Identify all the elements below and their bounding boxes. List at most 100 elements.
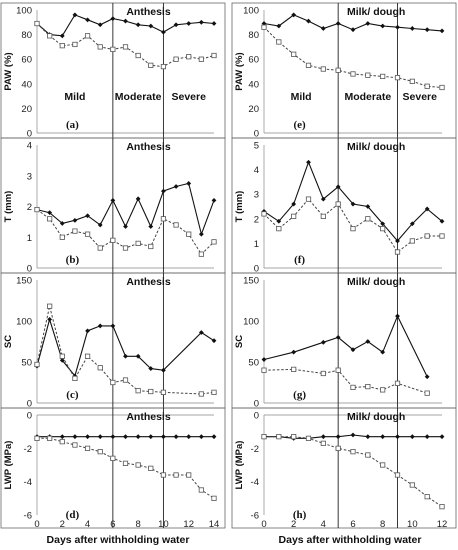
y-tick-label: 0 xyxy=(27,129,32,140)
data-point-square xyxy=(409,482,415,488)
y-tick-label: 2 xyxy=(27,202,32,213)
data-point-square xyxy=(394,380,401,386)
data-point-square xyxy=(320,213,326,219)
data-point-square xyxy=(424,233,430,239)
data-point-diamond xyxy=(85,328,90,334)
data-point-diamond xyxy=(85,434,90,440)
data-point-diamond xyxy=(97,434,103,440)
data-point-square xyxy=(305,435,312,441)
data-point-diamond xyxy=(350,27,356,33)
data-point-diamond xyxy=(380,349,386,355)
data-point-diamond xyxy=(335,335,341,340)
panel-letter: (f) xyxy=(294,254,305,266)
x-tick-label: 6 xyxy=(350,519,355,530)
y-axis-label: LWP (MPa) xyxy=(3,441,14,490)
data-point-square xyxy=(72,228,78,234)
data-point-diamond xyxy=(148,434,154,440)
panel-title: Milk/ dough xyxy=(347,6,405,18)
data-point-square xyxy=(198,251,204,257)
data-point-diamond xyxy=(211,21,217,26)
data-point-square xyxy=(365,383,371,390)
stress-zone-label: Mild xyxy=(64,91,85,103)
y-tick-label: 100 xyxy=(16,317,32,328)
data-point-diamond xyxy=(320,26,326,31)
data-point-diamond xyxy=(365,339,371,344)
data-point-square xyxy=(291,51,297,57)
data-point-square xyxy=(439,504,445,510)
data-point-square xyxy=(335,201,341,207)
data-point-diamond xyxy=(395,24,400,30)
data-point-diamond xyxy=(110,434,116,440)
data-point-diamond xyxy=(173,184,179,189)
data-point-diamond xyxy=(59,434,65,440)
data-point-square xyxy=(84,445,91,451)
y-tick-label: 20 xyxy=(21,104,32,115)
data-point-diamond xyxy=(161,367,166,373)
data-point-diamond xyxy=(380,23,386,29)
y-tick-label: 0 xyxy=(27,399,32,410)
data-point-square xyxy=(135,52,141,59)
data-point-square xyxy=(122,44,129,50)
data-point-square xyxy=(72,442,78,448)
data-point-diamond xyxy=(306,18,311,24)
data-point-square xyxy=(365,216,371,222)
series-line-stress xyxy=(37,437,215,499)
x-tick-label: 4 xyxy=(85,519,90,530)
data-point-square xyxy=(335,445,341,451)
data-point-diamond xyxy=(350,201,356,207)
data-point-square xyxy=(198,56,204,62)
data-point-square xyxy=(34,361,40,368)
panel-frame xyxy=(231,137,457,274)
data-point-diamond xyxy=(123,18,128,24)
data-point-square xyxy=(211,52,217,59)
panel-frame xyxy=(231,407,457,529)
data-point-square xyxy=(291,366,297,372)
data-point-square xyxy=(211,495,217,501)
y-tick-label: 4 xyxy=(27,141,32,152)
data-point-square xyxy=(122,245,129,251)
panel-title: Anthesis xyxy=(126,6,171,18)
y-tick-label: 80 xyxy=(248,30,259,41)
data-point-square xyxy=(276,434,282,440)
panel-frame xyxy=(231,272,457,409)
data-point-diamond xyxy=(291,349,297,355)
data-point-square xyxy=(291,213,297,219)
data-point-diamond xyxy=(276,23,282,29)
data-point-square xyxy=(173,472,179,478)
x-tick-label: 2 xyxy=(60,519,65,530)
data-point-diamond xyxy=(424,374,430,380)
data-point-diamond xyxy=(211,338,217,344)
data-point-square xyxy=(173,56,179,62)
stress-zone-label: Mild xyxy=(291,91,312,103)
data-point-diamond xyxy=(261,21,267,26)
data-point-diamond xyxy=(395,238,400,244)
data-point-square xyxy=(148,62,154,68)
data-point-square xyxy=(47,435,53,441)
y-tick-label: 80 xyxy=(21,30,32,41)
data-point-diamond xyxy=(59,357,65,363)
y-tick-label: 1 xyxy=(254,239,259,250)
data-point-diamond xyxy=(424,27,430,33)
data-point-diamond xyxy=(97,22,103,28)
data-point-diamond xyxy=(186,181,192,186)
y-tick-label: 3 xyxy=(27,171,32,182)
data-point-diamond xyxy=(276,218,282,224)
panel-title: Milk/ dough xyxy=(347,411,405,423)
panel-title: Anthesis xyxy=(126,141,171,153)
y-axis-label: PAW (%) xyxy=(3,52,14,90)
stress-zone-label: Moderate xyxy=(344,91,391,103)
data-point-square xyxy=(380,73,386,80)
data-point-square xyxy=(305,196,312,202)
data-point-square xyxy=(148,388,154,395)
data-point-square xyxy=(261,211,267,217)
data-point-square xyxy=(72,375,78,382)
x-tick-label: 10 xyxy=(407,519,418,530)
data-point-square xyxy=(211,239,217,245)
data-point-diamond xyxy=(135,434,141,440)
data-point-diamond xyxy=(306,159,311,165)
data-point-diamond xyxy=(261,357,267,362)
data-point-diamond xyxy=(335,434,341,440)
y-axis-label: LWP (MPa) xyxy=(234,441,245,490)
data-point-square xyxy=(394,472,401,478)
data-point-diamond xyxy=(110,197,116,203)
